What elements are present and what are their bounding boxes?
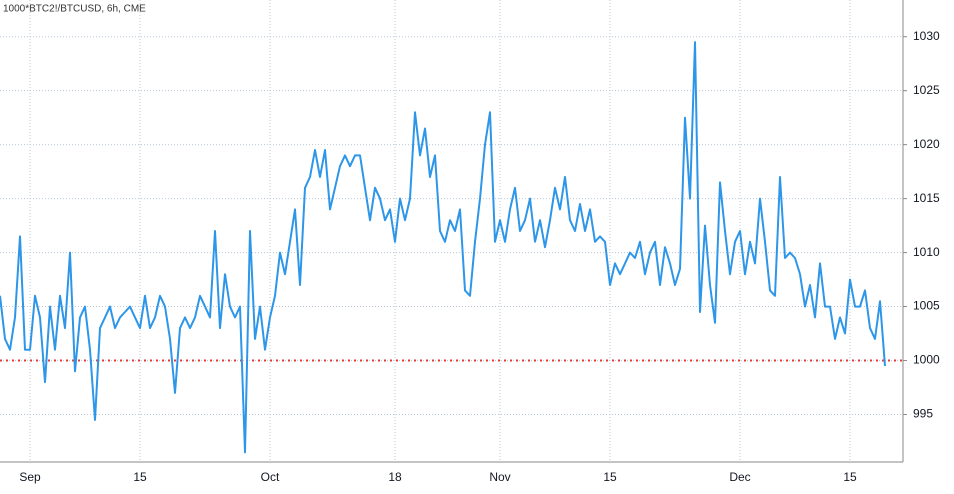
series-line [0, 41, 886, 454]
y-tick-label: 1010 [913, 245, 940, 259]
y-tick-label: 1015 [913, 191, 940, 205]
x-tick-label: Nov [489, 470, 510, 484]
x-tick-label: 18 [388, 470, 402, 484]
y-tick-label: 1025 [913, 83, 940, 97]
x-tick-label: 15 [843, 470, 857, 484]
x-tick-label: 15 [133, 470, 147, 484]
x-tick-label: 15 [603, 470, 617, 484]
chart-title: 1000*BTC2!/BTCUSD, 6h, CME [3, 4, 146, 15]
x-tick-label: Dec [729, 470, 750, 484]
y-tick-label: 1020 [913, 137, 940, 151]
x-tick-label: Sep [19, 470, 41, 484]
y-tick-label: 995 [913, 407, 933, 421]
y-tick-label: 1030 [913, 29, 940, 43]
x-tick-label: Oct [261, 470, 280, 484]
y-tick-label: 1005 [913, 299, 940, 313]
y-tick-label: 1000 [913, 353, 940, 367]
